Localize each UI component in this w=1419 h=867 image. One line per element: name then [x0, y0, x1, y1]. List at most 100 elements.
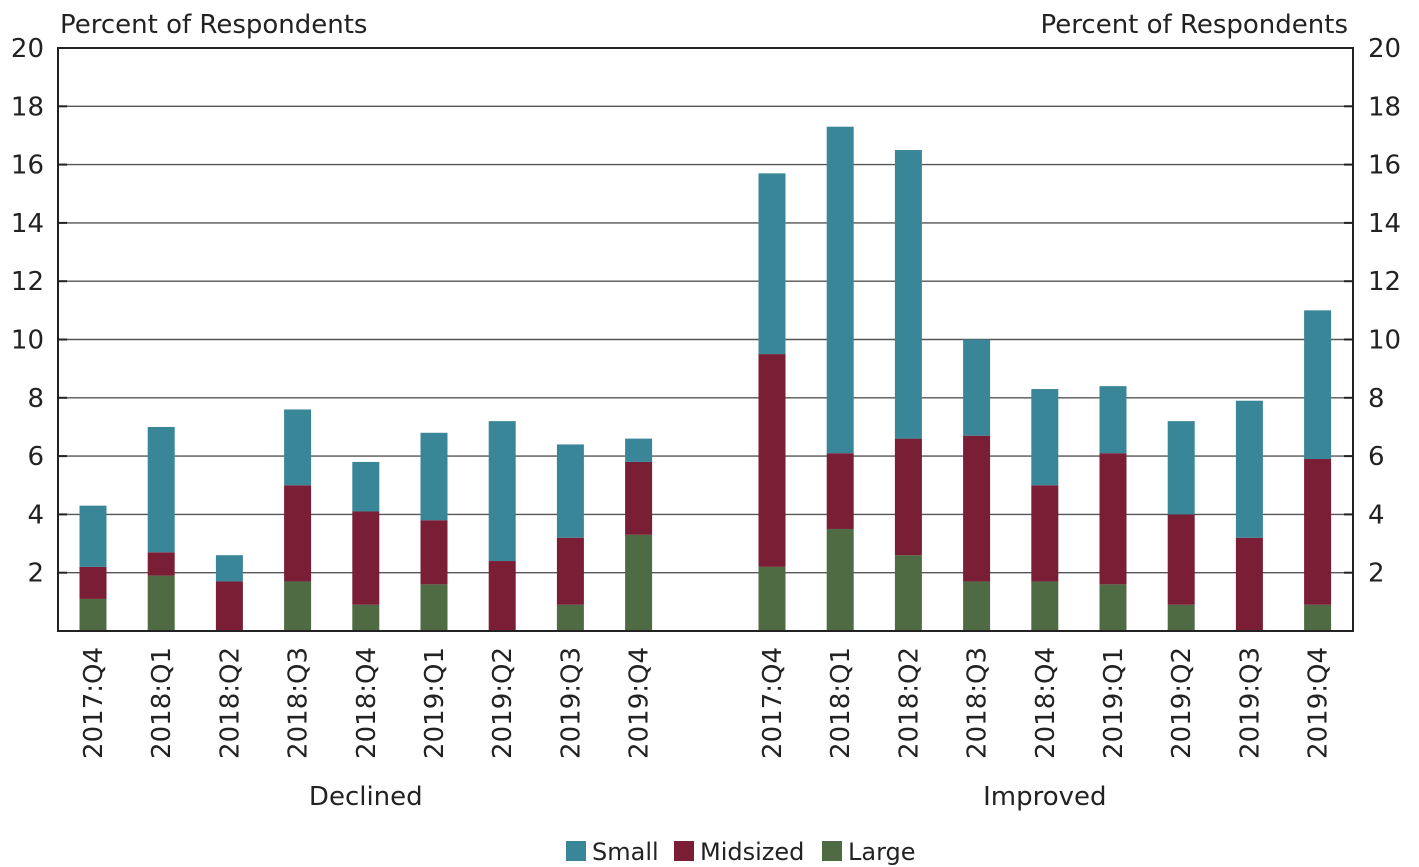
bar-large-improved-2018-q3 — [963, 581, 991, 631]
x-category-label: 2018:Q2 — [894, 647, 924, 759]
bar-small-improved-2018-q4 — [1031, 389, 1059, 486]
x-category-label: 2018:Q1 — [826, 647, 856, 759]
y-tick-label-left: 2 — [27, 559, 44, 589]
x-category-label: 2019:Q3 — [1235, 647, 1265, 759]
x-category-label: 2017:Q4 — [79, 647, 109, 759]
bar-midsized-declined-2018-q1 — [147, 552, 175, 576]
bar-small-declined-2019-q1 — [420, 432, 448, 521]
bar-large-improved-2019-q2 — [1167, 604, 1195, 631]
legend-label-large: Large — [848, 838, 916, 866]
bar-midsized-improved-2018-q1 — [826, 453, 854, 529]
legend-swatch-large — [822, 841, 842, 861]
x-category-labels: 2017:Q4 2018:Q1 2018:Q2 2018:Q3 2018:Q4 2019:… — [79, 647, 1334, 759]
group-labels: Declined Improved — [309, 782, 1107, 812]
bar-small-improved-2017-q4 — [758, 173, 786, 355]
bar-midsized-improved-2017-q4 — [758, 354, 786, 567]
y-tick-label-right: 14 — [1368, 209, 1401, 239]
bar-midsized-declined-2019-q4 — [625, 461, 653, 535]
y-tick-label-left: 18 — [11, 92, 44, 122]
bar-small-declined-2018-q3 — [284, 409, 312, 486]
x-category-label: 2019:Q2 — [1167, 647, 1197, 759]
bar-small-declined-2019-q4 — [625, 438, 653, 462]
bar-small-declined-2018-q1 — [147, 426, 175, 553]
legend-label-small: Small — [592, 838, 659, 866]
bars — [79, 126, 1332, 631]
bar-large-declined-2019-q3 — [556, 604, 584, 631]
x-category-label: 2019:Q3 — [556, 647, 586, 759]
bar-small-improved-2018-q2 — [894, 150, 922, 439]
y-axis-right-title: Percent of Respondents — [1041, 10, 1348, 40]
bar-midsized-declined-2019-q2 — [488, 561, 516, 631]
x-category-label: 2019:Q1 — [1099, 647, 1129, 759]
bar-small-declined-2017-q4 — [79, 505, 107, 567]
y-ticks: 2 2 4 4 6 6 8 8 10 10 12 12 14 14 16 16 18 18 20 20 — [11, 34, 1401, 589]
bar-midsized-improved-2018-q3 — [963, 435, 991, 582]
bar-small-declined-2018-q2 — [215, 555, 243, 582]
bar-midsized-declined-2018-q4 — [352, 511, 380, 605]
group-label-declined: Declined — [309, 782, 423, 812]
x-category-label: 2018:Q1 — [147, 647, 177, 759]
bar-midsized-declined-2018-q2 — [215, 581, 243, 631]
y-tick-label-right: 12 — [1368, 267, 1401, 297]
x-category-label: 2018:Q2 — [215, 647, 245, 759]
y-tick-label-right: 20 — [1368, 34, 1401, 64]
bar-small-declined-2019-q2 — [488, 421, 516, 562]
group-label-improved: Improved — [983, 782, 1106, 812]
bar-midsized-improved-2019-q2 — [1167, 514, 1195, 605]
y-tick-label-right: 18 — [1368, 92, 1401, 122]
bar-midsized-improved-2019-q3 — [1235, 537, 1263, 631]
x-category-label: 2019:Q1 — [420, 647, 450, 759]
bar-small-improved-2019-q1 — [1099, 386, 1127, 454]
x-category-label: 2019:Q2 — [488, 647, 518, 759]
x-category-label: 2018:Q4 — [352, 647, 382, 759]
bar-large-improved-2019-q1 — [1099, 584, 1127, 631]
x-category-label: 2018:Q4 — [1031, 647, 1061, 759]
x-category-label: 2018:Q3 — [963, 647, 993, 759]
y-tick-label-right: 6 — [1368, 442, 1385, 472]
bar-small-declined-2019-q3 — [556, 444, 584, 538]
y-tick-label-right: 16 — [1368, 151, 1401, 181]
y-tick-label-right: 8 — [1368, 384, 1385, 414]
y-tick-label-right: 10 — [1368, 326, 1401, 356]
bar-large-improved-2017-q4 — [758, 566, 786, 631]
legend-swatch-midsized — [674, 841, 694, 861]
legend-label-midsized: Midsized — [700, 838, 804, 866]
y-tick-label-left: 12 — [11, 267, 44, 297]
x-category-label: 2019:Q4 — [1304, 647, 1334, 759]
bar-large-improved-2018-q2 — [894, 555, 922, 631]
bar-large-improved-2018-q4 — [1031, 581, 1059, 631]
x-category-label: 2017:Q4 — [758, 647, 788, 759]
legend-swatch-small — [566, 841, 586, 861]
bar-small-improved-2019-q3 — [1235, 400, 1263, 538]
bar-small-improved-2018-q3 — [963, 339, 991, 436]
bar-midsized-declined-2019-q3 — [556, 537, 584, 605]
x-category-label: 2019:Q4 — [625, 647, 655, 759]
y-axis-left-title: Percent of Respondents — [60, 10, 367, 40]
bar-large-declined-2019-q4 — [625, 534, 653, 631]
y-tick-label-right: 4 — [1368, 500, 1385, 530]
bar-midsized-declined-2018-q3 — [284, 485, 312, 582]
bar-small-declined-2018-q4 — [352, 461, 380, 512]
y-tick-label-left: 8 — [27, 384, 44, 414]
bar-small-improved-2018-q1 — [826, 126, 854, 454]
legend: Small Midsized Large — [566, 838, 916, 866]
gridlines — [58, 47, 1353, 574]
y-tick-label-left: 14 — [11, 209, 44, 239]
bar-small-improved-2019-q2 — [1167, 421, 1195, 515]
y-tick-label-left: 20 — [11, 34, 44, 64]
bar-midsized-declined-2019-q1 — [420, 520, 448, 585]
bar-midsized-declined-2017-q4 — [79, 566, 107, 599]
bar-large-declined-2017-q4 — [79, 598, 107, 631]
y-tick-label-left: 4 — [27, 500, 44, 530]
bar-large-declined-2018-q4 — [352, 604, 380, 631]
bar-large-improved-2018-q1 — [826, 528, 854, 631]
bar-midsized-improved-2018-q2 — [894, 438, 922, 556]
bar-midsized-improved-2019-q1 — [1099, 453, 1127, 585]
y-tick-label-right: 2 — [1368, 559, 1385, 589]
y-tick-label-left: 6 — [27, 442, 44, 472]
bar-small-improved-2019-q4 — [1304, 310, 1332, 460]
y-tick-label-left: 10 — [11, 326, 44, 356]
bar-large-declined-2019-q1 — [420, 584, 448, 631]
bar-large-improved-2019-q4 — [1304, 604, 1332, 631]
